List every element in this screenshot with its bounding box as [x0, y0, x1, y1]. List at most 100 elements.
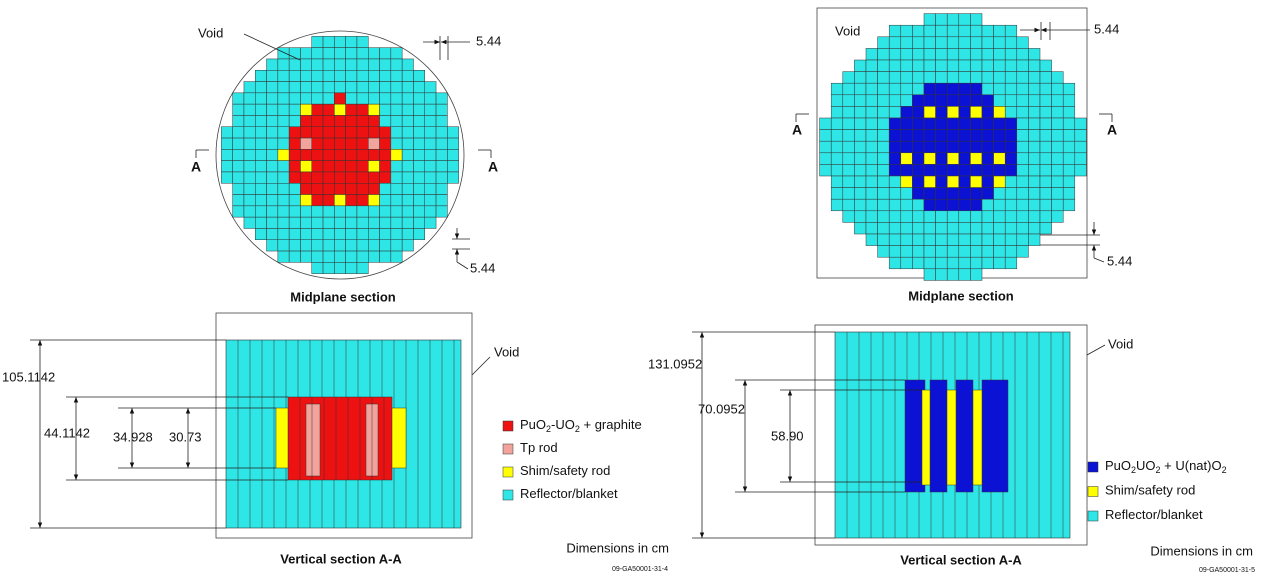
cell — [854, 129, 867, 142]
cell — [935, 82, 948, 96]
cell — [830, 175, 844, 188]
cell — [865, 117, 878, 130]
leader — [1086, 344, 1106, 356]
cell — [300, 228, 313, 240]
cell — [877, 175, 890, 188]
cell — [232, 137, 245, 150]
cell — [255, 92, 267, 105]
cell — [888, 82, 902, 96]
cell — [1028, 175, 1041, 188]
cell — [447, 137, 459, 150]
cell — [368, 47, 380, 60]
cell — [981, 140, 994, 154]
cell — [888, 71, 902, 84]
cell — [1016, 36, 1029, 49]
cell — [842, 152, 855, 165]
cell — [277, 216, 290, 229]
cell — [356, 216, 369, 229]
cell — [888, 94, 902, 107]
cell — [935, 24, 948, 38]
cell — [946, 245, 960, 258]
cell — [842, 71, 855, 84]
cell — [830, 198, 844, 212]
cell — [923, 13, 936, 26]
cell — [232, 115, 245, 127]
cell — [1028, 210, 1041, 223]
cell — [413, 205, 426, 218]
cell — [435, 205, 448, 218]
cell — [277, 81, 290, 94]
cell — [900, 59, 913, 72]
cell — [435, 137, 448, 150]
dim-line — [456, 261, 469, 270]
cell — [288, 183, 301, 195]
cell — [379, 171, 392, 184]
cell — [912, 82, 925, 96]
cell — [243, 149, 256, 161]
cell — [830, 187, 844, 200]
cell — [888, 256, 902, 270]
cell — [1039, 164, 1052, 177]
cell — [368, 160, 380, 173]
void-label: Void — [198, 25, 223, 40]
cell — [379, 58, 392, 71]
cell — [1016, 245, 1029, 258]
cell — [877, 210, 890, 223]
cell — [390, 250, 403, 263]
cell — [842, 187, 855, 200]
cell — [877, 222, 890, 235]
cell — [322, 70, 335, 82]
cell — [912, 94, 925, 107]
cell — [424, 103, 437, 116]
cell — [266, 183, 279, 195]
caption: Vertical section A-A — [280, 551, 402, 566]
cell — [912, 210, 925, 223]
cell — [288, 216, 301, 229]
cell — [300, 81, 313, 94]
cell — [447, 171, 459, 184]
cell — [993, 245, 1006, 258]
cell — [912, 152, 925, 165]
cell — [946, 106, 960, 119]
cell — [1004, 36, 1018, 49]
cell — [923, 187, 936, 200]
cell — [232, 92, 245, 105]
cell — [900, 198, 913, 212]
cell — [865, 164, 878, 177]
cell — [368, 103, 380, 116]
fuel-column — [929, 379, 948, 493]
cell — [356, 262, 369, 274]
cell — [368, 194, 380, 207]
cell — [935, 245, 948, 258]
cell — [345, 239, 358, 252]
cell — [1028, 94, 1041, 107]
cell — [277, 205, 290, 218]
cell — [1016, 82, 1029, 96]
cell — [413, 171, 426, 184]
cell — [970, 13, 983, 26]
cell — [842, 82, 855, 96]
cell — [923, 71, 936, 84]
cell — [935, 256, 948, 270]
legend-text: 2 — [575, 424, 580, 434]
cell — [266, 194, 279, 207]
cell — [981, 59, 994, 72]
cell — [900, 48, 913, 61]
cell — [356, 205, 369, 218]
cell — [300, 92, 313, 105]
cell — [946, 48, 960, 61]
cell — [946, 71, 960, 84]
cell — [877, 198, 890, 212]
cell — [912, 71, 925, 84]
leader — [243, 33, 301, 61]
cell — [900, 164, 913, 177]
cell — [958, 198, 971, 212]
legend-text: Reflector/blanket — [1105, 507, 1203, 522]
cell — [345, 205, 358, 218]
cell — [1016, 222, 1029, 235]
cell — [970, 94, 983, 107]
cell — [854, 94, 867, 107]
cell — [368, 228, 380, 240]
cell — [900, 71, 913, 84]
cell — [912, 140, 925, 154]
